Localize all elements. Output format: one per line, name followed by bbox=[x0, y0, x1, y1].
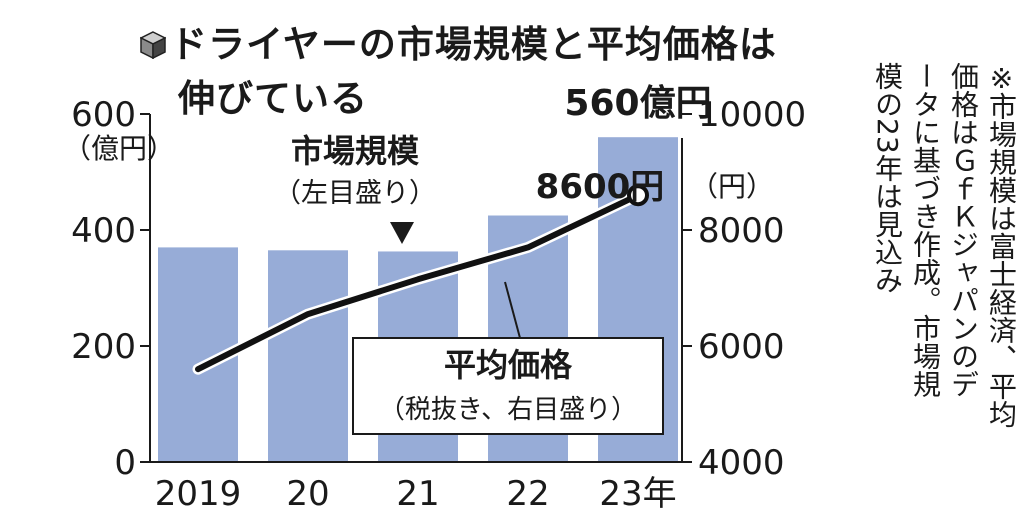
legend-bar-sub: （左目盛り） bbox=[274, 178, 436, 209]
bar-20 bbox=[268, 250, 348, 462]
x-tick-label: 2019 bbox=[155, 474, 242, 514]
note-line-1: 市場規模は富士経済、平均 bbox=[985, 92, 1018, 428]
left-tick-label: 0 bbox=[114, 443, 136, 483]
right-axis-unit: （円） bbox=[690, 170, 774, 203]
right-tick-label: 10000 bbox=[698, 95, 806, 135]
legend-line-name: 平均価格 bbox=[444, 346, 573, 384]
legend-bar-name: 市場規模 bbox=[291, 132, 419, 170]
legend-line-sub: （税抜き、右目盛り） bbox=[379, 395, 637, 425]
title-line-1: ドライヤーの市場規模と平均価格は bbox=[170, 23, 777, 66]
right-tick-label: 4000 bbox=[698, 443, 785, 483]
x-tick-label: 23年 bbox=[599, 474, 676, 514]
left-axis-unit: （億円） bbox=[63, 132, 175, 165]
legend-line-pointer bbox=[504, 281, 521, 339]
note-line-4: 模の23年は見込み bbox=[871, 62, 904, 294]
x-tick-label: 21 bbox=[396, 474, 439, 514]
line-point-23年 bbox=[627, 184, 649, 207]
note-block: ※ 市場規模は富士経済、平均 価格はＧｆＫジャパンのデ ータに基づき作成。市場規… bbox=[820, 62, 1020, 522]
cube-icon bbox=[139, 31, 167, 60]
legend-line-box bbox=[352, 337, 664, 435]
left-tick-label: 600 bbox=[71, 95, 136, 135]
left-tick-label: 200 bbox=[71, 327, 136, 367]
note-mark: ※ bbox=[985, 62, 1018, 95]
note-line-2: 価格はＧｆＫジャパンのデ bbox=[947, 62, 980, 398]
x-tick-label: 22 bbox=[506, 474, 549, 514]
legend-bar-pointer bbox=[390, 222, 414, 244]
bar-last-label: 560億円 bbox=[564, 83, 711, 124]
line-last-label: 8600円 bbox=[536, 167, 665, 207]
x-tick-label: 20 bbox=[286, 474, 329, 514]
right-tick-label: 8000 bbox=[698, 211, 785, 251]
title-block: ドライヤーの市場規模と平均価格は bbox=[139, 14, 777, 68]
title-line-2: 伸びている bbox=[178, 77, 368, 120]
right-tick-label: 6000 bbox=[698, 327, 785, 367]
note-line-3: ータに基づき作成。市場規 bbox=[909, 62, 942, 398]
left-tick-label: 400 bbox=[71, 211, 136, 251]
